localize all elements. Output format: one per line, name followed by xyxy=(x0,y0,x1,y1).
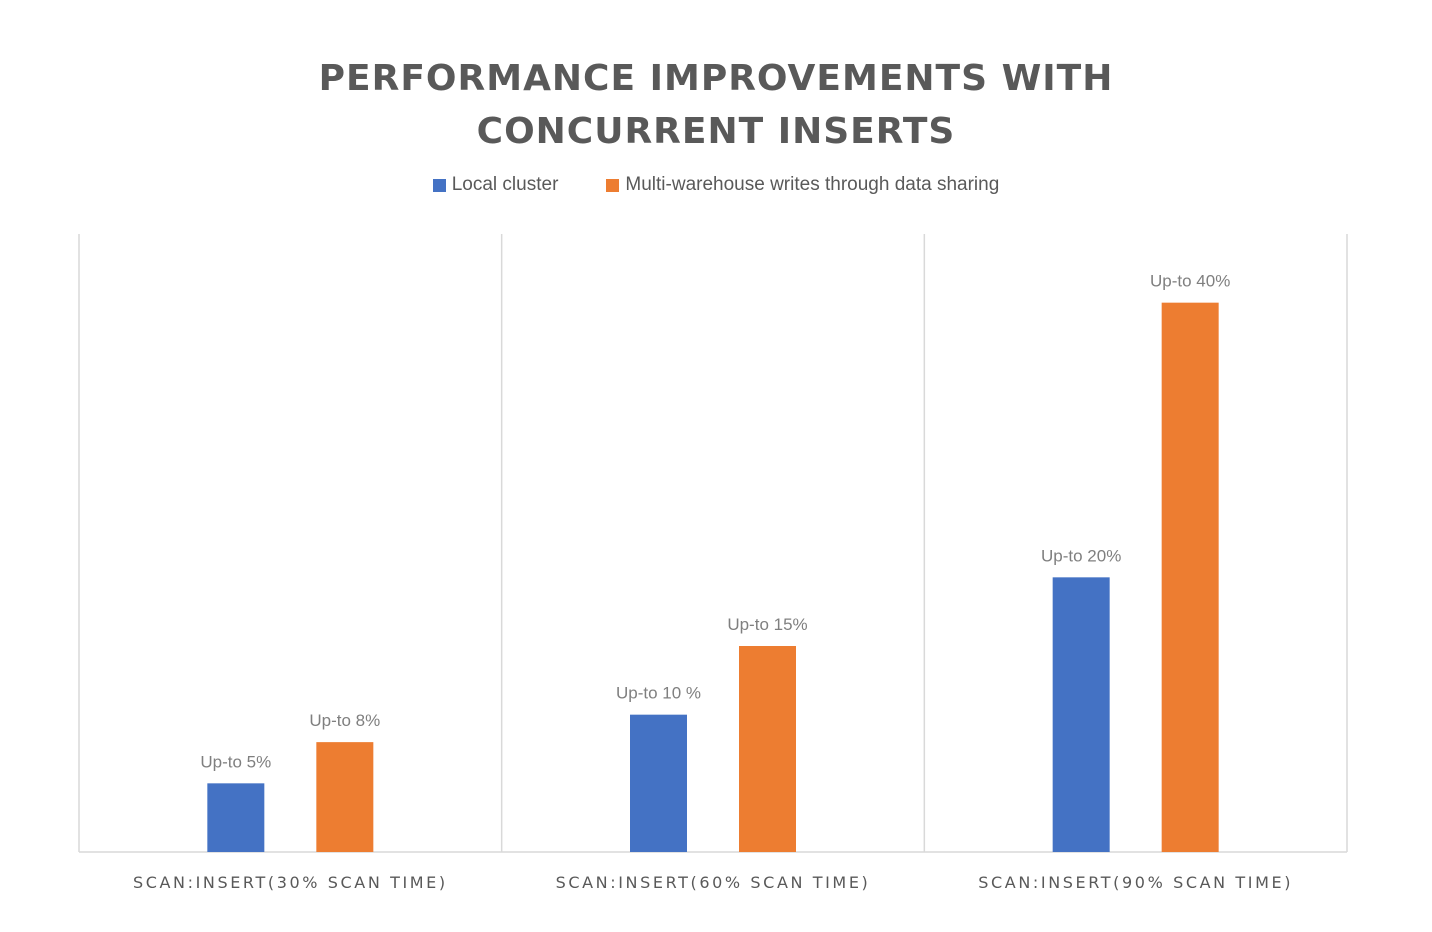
legend-item-local-cluster: Local cluster xyxy=(432,174,559,196)
data-label: Up-to 15% xyxy=(727,615,807,634)
data-label: Up-to 10 % xyxy=(616,684,701,703)
data-label: Up-to 20% xyxy=(1041,546,1121,565)
bar-multi-warehouse xyxy=(316,742,374,852)
x-tick-label: SCAN:INSERT(30% SCAN TIME) xyxy=(133,873,448,892)
bar-local-cluster xyxy=(1052,577,1110,852)
bar-multi-warehouse xyxy=(1161,302,1219,853)
data-label: Up-to 5% xyxy=(200,752,271,771)
data-label: Up-to 8% xyxy=(309,711,380,730)
legend-label-multi-warehouse: Multi-warehouse writes through data shar… xyxy=(625,174,1000,195)
x-tick-label: SCAN:INSERT(60% SCAN TIME) xyxy=(556,873,871,892)
bar-local-cluster xyxy=(207,783,265,852)
bar-multi-warehouse xyxy=(739,646,796,852)
legend-item-multi-warehouse: Multi-warehouse writes through data shar… xyxy=(606,174,999,196)
legend-swatch-local-cluster xyxy=(432,178,446,192)
legend-swatch-multi-warehouse xyxy=(606,178,620,192)
x-tick-label: SCAN:INSERT(90% SCAN TIME) xyxy=(978,873,1293,892)
legend: Local cluster Multi-warehouse writes thr… xyxy=(0,174,1432,196)
chart-title: PERFORMANCE IMPROVEMENTS WITH CONCURRENT… xyxy=(0,52,1432,158)
legend-label-local-cluster: Local cluster xyxy=(451,174,559,195)
chart-title-line-2: CONCURRENT INSERTS xyxy=(476,111,956,152)
chart-title-line-1: PERFORMANCE IMPROVEMENTS WITH xyxy=(318,58,1114,99)
data-label: Up-to 40% xyxy=(1150,272,1230,291)
bar-local-cluster xyxy=(630,714,687,852)
